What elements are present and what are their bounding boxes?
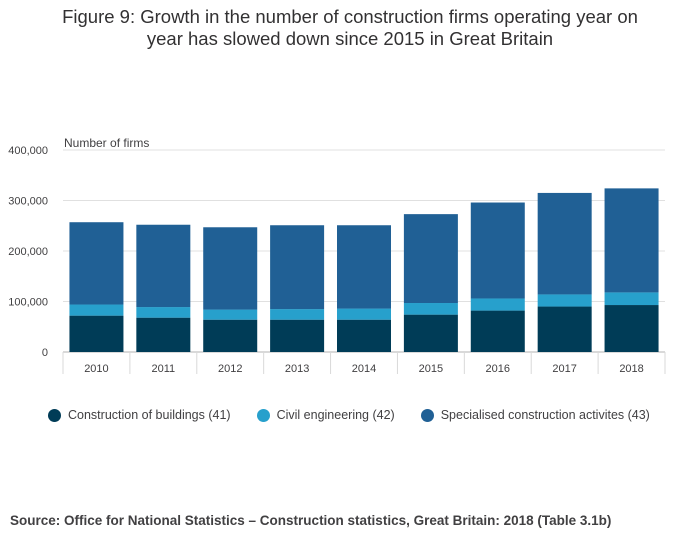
bar-segment <box>403 314 458 352</box>
bar-segment <box>403 214 458 304</box>
bar-segment <box>537 192 592 295</box>
bar-segment <box>69 304 124 316</box>
legend-label: Specialised construction activites (43) <box>440 408 650 422</box>
source-note: Source: Office for National Statistics –… <box>10 513 612 528</box>
bar-segment <box>69 222 124 305</box>
x-axis: 2010 2011 2012 2013 2014 2015 2016 2017 2018 <box>62 352 666 375</box>
y-axis-label: Number of firms <box>64 136 149 150</box>
legend-swatch <box>48 408 61 422</box>
x-tick-label: 2012 <box>218 363 242 375</box>
y-tick-label: 300,000 <box>8 196 48 208</box>
legend-label: Civil engineering (42) <box>276 408 395 422</box>
x-tick-label: 2018 <box>619 363 643 375</box>
bar-segment <box>270 225 325 310</box>
bar-segment <box>604 305 659 352</box>
legend-swatch <box>420 408 434 422</box>
bar-segment <box>470 310 525 352</box>
bar-segment <box>270 309 325 320</box>
x-tick-label: 2016 <box>486 363 510 375</box>
legend-label: Construction of buildings (41) <box>68 408 231 422</box>
y-tick-label: 400,000 <box>8 145 48 157</box>
y-tick-label: 200,000 <box>8 246 48 258</box>
bars <box>69 188 659 352</box>
legend: Construction of buildings (41) Civil engi… <box>48 408 676 422</box>
bar-segment <box>337 308 391 320</box>
bar-segment <box>337 225 391 309</box>
bar-segment <box>136 317 191 352</box>
chart-title-line-2: year has slowed down since 2015 in Great… <box>146 28 554 49</box>
x-tick-label: 2010 <box>84 363 108 375</box>
bar-segment <box>203 319 258 352</box>
bar-segment <box>203 309 258 320</box>
legend-item: Specialised construction activites (43) <box>420 408 650 422</box>
x-tick-label: 2011 <box>152 363 176 375</box>
bar-segment <box>470 202 525 299</box>
y-axis-ticks: 0 100,000 200,000 300,000 400,000 <box>8 145 48 359</box>
bar-segment <box>270 319 325 352</box>
chart-title: Figure 9: Growth in the number of constr… <box>0 6 700 50</box>
bar-segment <box>470 298 525 311</box>
chart-title-line-1: Figure 9: Growth in the number of constr… <box>62 6 638 27</box>
x-tick-label: 2013 <box>285 363 309 375</box>
stacked-bar-chart: 0 100,000 200,000 300,000 400,000 Number of … <box>8 136 666 375</box>
bar-segment <box>604 188 659 293</box>
legend-item: Civil engineering (42) <box>256 408 395 422</box>
bar-segment <box>403 303 458 315</box>
bar-segment <box>136 224 191 308</box>
legend-item: Construction of buildings (41) <box>48 408 231 422</box>
bar-segment <box>69 315 124 352</box>
x-tick-label: 2015 <box>419 363 443 375</box>
bar-segment <box>136 307 191 318</box>
y-tick-label: 0 <box>42 347 48 359</box>
bar-segment <box>537 306 592 352</box>
bar-segment <box>604 292 659 306</box>
bar-segment <box>537 294 592 307</box>
x-tick-label: 2014 <box>352 363 376 375</box>
x-tick-label: 2017 <box>552 363 576 375</box>
bar-segment <box>203 227 258 310</box>
legend-swatch <box>256 408 270 422</box>
y-tick-label: 100,000 <box>8 297 48 309</box>
bar-segment <box>337 319 391 352</box>
